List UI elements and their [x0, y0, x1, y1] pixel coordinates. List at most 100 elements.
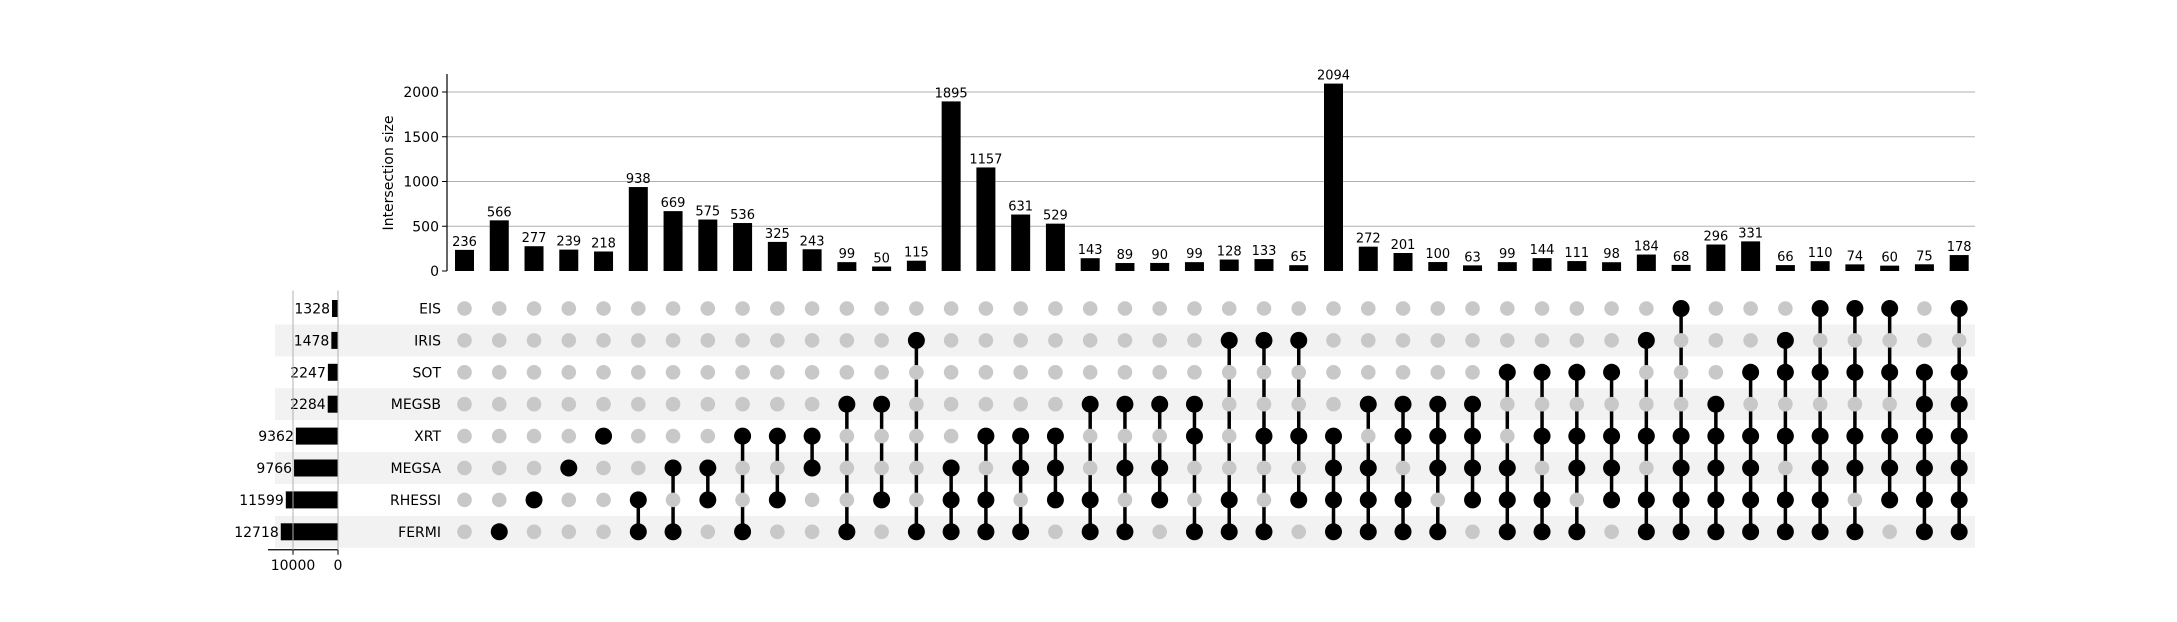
inactive-dot-22-megsa — [1221, 460, 1237, 476]
active-dot-32-fermi — [1568, 523, 1586, 541]
active-dot-20-megsa — [1151, 459, 1169, 477]
intersection-bar-41 — [1880, 265, 1900, 271]
intersection-bar-24 — [1289, 265, 1309, 271]
inactive-dot-24-eis — [1291, 301, 1307, 316]
inactive-dot-8-megsa — [735, 460, 750, 476]
inactive-dot-7-megsb — [700, 396, 716, 412]
set-name-sot: SOT — [413, 365, 442, 381]
inactive-dot-11-xrt — [839, 428, 855, 444]
active-dot-37-fermi — [1742, 523, 1760, 541]
set-size-tick-label-10000: 10000 — [271, 558, 316, 574]
set-size-bars: 1328 1478 2247 2284 9362 9766 11599 12718 — [234, 300, 338, 541]
intersection-bar-30 — [1497, 262, 1517, 271]
set-size-bar-sot — [327, 363, 338, 381]
active-dot-29-xrt — [1464, 427, 1482, 445]
inactive-dot-18-iris — [1082, 333, 1098, 348]
inactive-dot-4-iris — [596, 333, 611, 348]
intersection-bar-26 — [1358, 246, 1378, 271]
active-dot-43-rhessi — [1950, 491, 1968, 509]
set-size-label-fermi: 12718 — [234, 525, 279, 541]
inactive-dot-2-megsb — [526, 396, 542, 412]
intersection-value-label-41: 60 — [1881, 251, 1898, 266]
set-size-bar-iris — [331, 331, 338, 349]
inactive-dot-31-megsa — [1534, 460, 1550, 476]
active-dot-39-megsa — [1811, 459, 1829, 477]
active-dot-40-xrt — [1846, 427, 1864, 445]
active-dot-42-sot — [1915, 363, 1933, 381]
inactive-dot-7-xrt — [700, 428, 716, 444]
inactive-dot-9-iris — [770, 333, 785, 348]
active-dot-38-rhessi — [1776, 491, 1794, 509]
active-dot-10-xrt — [803, 427, 821, 445]
active-dot-34-fermi — [1637, 523, 1655, 541]
inactive-dot-20-iris — [1152, 333, 1167, 348]
inactive-dot-21-rhessi — [1187, 492, 1202, 508]
intersection-bar-1 — [489, 220, 509, 271]
intersection-bar-16 — [1011, 214, 1031, 271]
inactive-dot-33-megsb — [1604, 396, 1619, 412]
inactive-dot-16-iris — [1013, 333, 1028, 348]
set-name-xrt: XRT — [414, 429, 441, 445]
active-dot-13-iris — [907, 331, 925, 349]
intersection-bar-33 — [1602, 262, 1622, 271]
inactive-dot-1-megsb — [491, 396, 507, 412]
active-dot-30-megsa — [1498, 459, 1516, 477]
intersection-value-label-17: 529 — [1043, 209, 1068, 224]
inactive-dot-6-xrt — [665, 428, 681, 444]
inactive-dot-39-megsb — [1812, 396, 1828, 412]
inactive-dot-23-rhessi — [1256, 492, 1272, 508]
intersection-value-label-28: 100 — [1425, 247, 1450, 262]
intersection-value-label-5: 938 — [626, 172, 651, 187]
inactive-dot-4-rhessi — [596, 492, 611, 508]
inactive-dot-22-megsb — [1221, 396, 1237, 412]
active-dot-11-fermi — [838, 523, 856, 541]
intersection-bar-10 — [802, 249, 822, 271]
inactive-dot-27-sot — [1395, 365, 1411, 380]
active-dot-43-sot — [1950, 363, 1968, 381]
inactive-dot-30-iris — [1500, 333, 1515, 348]
intersection-bar-25 — [1324, 83, 1343, 271]
inactive-dot-28-eis — [1430, 301, 1446, 316]
active-dot-40-fermi — [1846, 523, 1864, 541]
inactive-dot-31-eis — [1534, 301, 1550, 316]
active-dot-38-xrt — [1776, 427, 1794, 445]
intersection-value-label-11: 99 — [839, 247, 856, 262]
inactive-dot-8-megsb — [735, 396, 750, 412]
membership-matrix — [457, 300, 1968, 541]
active-dot-41-xrt — [1881, 427, 1899, 445]
inactive-dot-25-sot — [1326, 365, 1341, 380]
inactive-dot-10-megsb — [804, 396, 820, 412]
active-dot-11-megsb — [838, 395, 856, 413]
inactive-dot-36-sot — [1708, 365, 1724, 380]
inactive-dot-10-rhessi — [804, 492, 820, 508]
active-dot-12-megsb — [873, 395, 891, 413]
set-name-megsa: MEGSA — [391, 461, 442, 477]
inactive-dot-6-sot — [665, 365, 681, 380]
inactive-dot-9-fermi — [770, 524, 785, 540]
inactive-dot-5-sot — [631, 365, 646, 380]
inactive-dot-13-eis — [909, 301, 924, 316]
active-dot-42-xrt — [1915, 427, 1933, 445]
intersection-value-label-24: 65 — [1290, 250, 1307, 265]
inactive-dot-31-iris — [1534, 333, 1550, 348]
intersection-value-label-26: 272 — [1356, 232, 1381, 247]
active-dot-40-eis — [1846, 300, 1864, 317]
active-dot-26-megsb — [1359, 395, 1377, 413]
intersection-value-label-40: 74 — [1847, 249, 1864, 264]
set-size-label-sot: 2247 — [290, 365, 326, 381]
active-dot-28-fermi — [1429, 523, 1447, 541]
inactive-dot-18-megsa — [1082, 460, 1098, 476]
intersection-bar-6 — [663, 211, 683, 271]
active-dot-9-rhessi — [768, 491, 786, 509]
inactive-dot-40-megsb — [1847, 396, 1863, 412]
active-dot-2-rhessi — [525, 491, 543, 509]
inactive-dot-14-xrt — [943, 428, 959, 444]
intersection-value-label-31: 144 — [1530, 243, 1555, 258]
set-size-axis: 10000 0 — [268, 290, 342, 574]
inactive-dot-30-eis — [1500, 301, 1515, 316]
intersection-value-label-6: 669 — [661, 196, 686, 211]
active-dot-25-rhessi — [1325, 491, 1342, 509]
inactive-dot-22-eis — [1221, 301, 1237, 316]
inactive-dot-34-eis — [1639, 301, 1654, 316]
inactive-dot-3-eis — [561, 301, 577, 316]
